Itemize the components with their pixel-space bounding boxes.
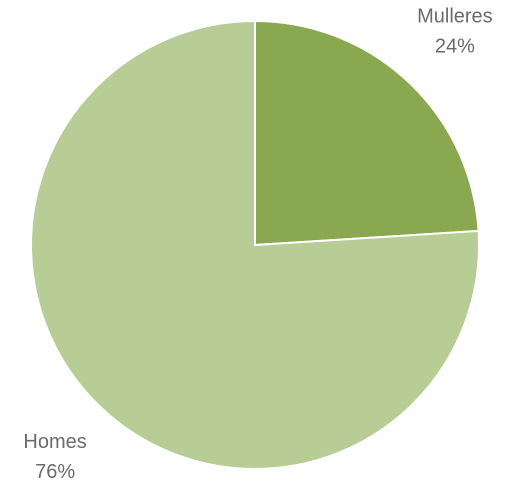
pie-slice	[254, 19, 480, 247]
slice-value-label: 24%	[435, 35, 475, 57]
slice-value-label: 76%	[35, 461, 75, 481]
slice-label: Homes	[23, 431, 86, 453]
slice-label: Mulleres	[417, 5, 493, 27]
pie-slice	[30, 19, 480, 470]
